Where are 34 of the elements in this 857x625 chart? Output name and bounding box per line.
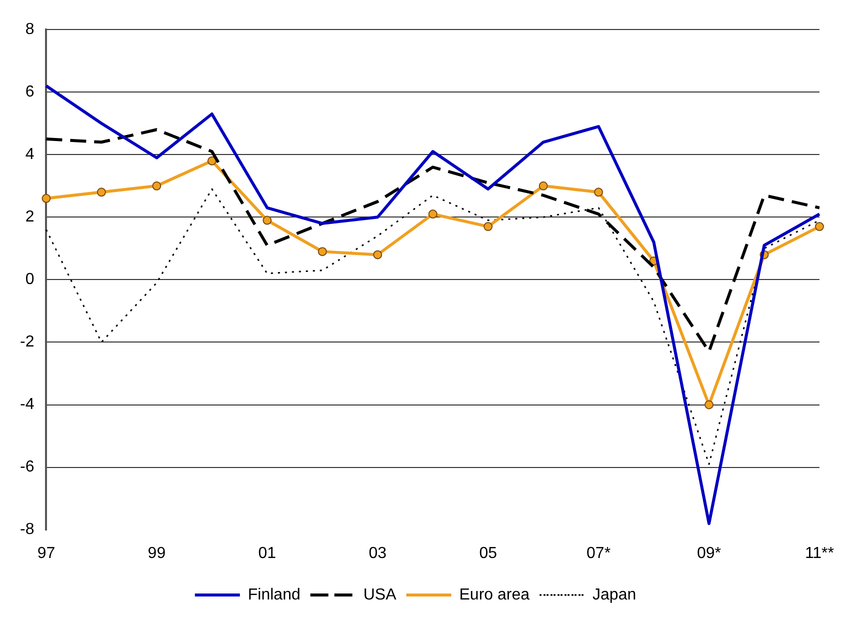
point [318, 247, 327, 256]
point [96, 188, 106, 197]
point [484, 222, 493, 232]
point [207, 156, 216, 166]
point [262, 216, 272, 225]
point [42, 194, 51, 203]
point [538, 181, 548, 190]
x-tick-label: 03 [368, 544, 387, 562]
y-tick-label: -2 [20, 334, 34, 351]
point [814, 222, 824, 232]
y-tick-label: -4 [20, 396, 34, 414]
y-tick-label: 6 [25, 84, 34, 101]
x-tick-label: 07* [586, 544, 611, 562]
y-tick-label: 2 [25, 208, 34, 226]
point [428, 210, 438, 219]
y-tick-label: -8 [20, 521, 34, 538]
y-tick-label: 4 [25, 146, 34, 164]
x-tick-label: 11** [804, 544, 834, 562]
y-tick-label: -6 [20, 458, 34, 476]
x-tick-label: 05 [479, 544, 498, 562]
x-tick-label: 09* [696, 544, 722, 562]
y-tick-label: 0 [25, 271, 34, 288]
point [152, 181, 162, 190]
legend-label: Euro area [459, 586, 530, 604]
point [594, 188, 604, 197]
x-tick-label: 01 [258, 544, 276, 562]
legend-label: Finland [248, 586, 300, 604]
legend-label: USA [363, 586, 397, 604]
x-tick-label: 99 [148, 544, 166, 562]
point [704, 400, 714, 410]
point [373, 250, 382, 260]
x-tick-label: 97 [37, 544, 56, 562]
legend-label: Japan [592, 586, 636, 604]
y-tick-label: 8 [25, 21, 34, 38]
